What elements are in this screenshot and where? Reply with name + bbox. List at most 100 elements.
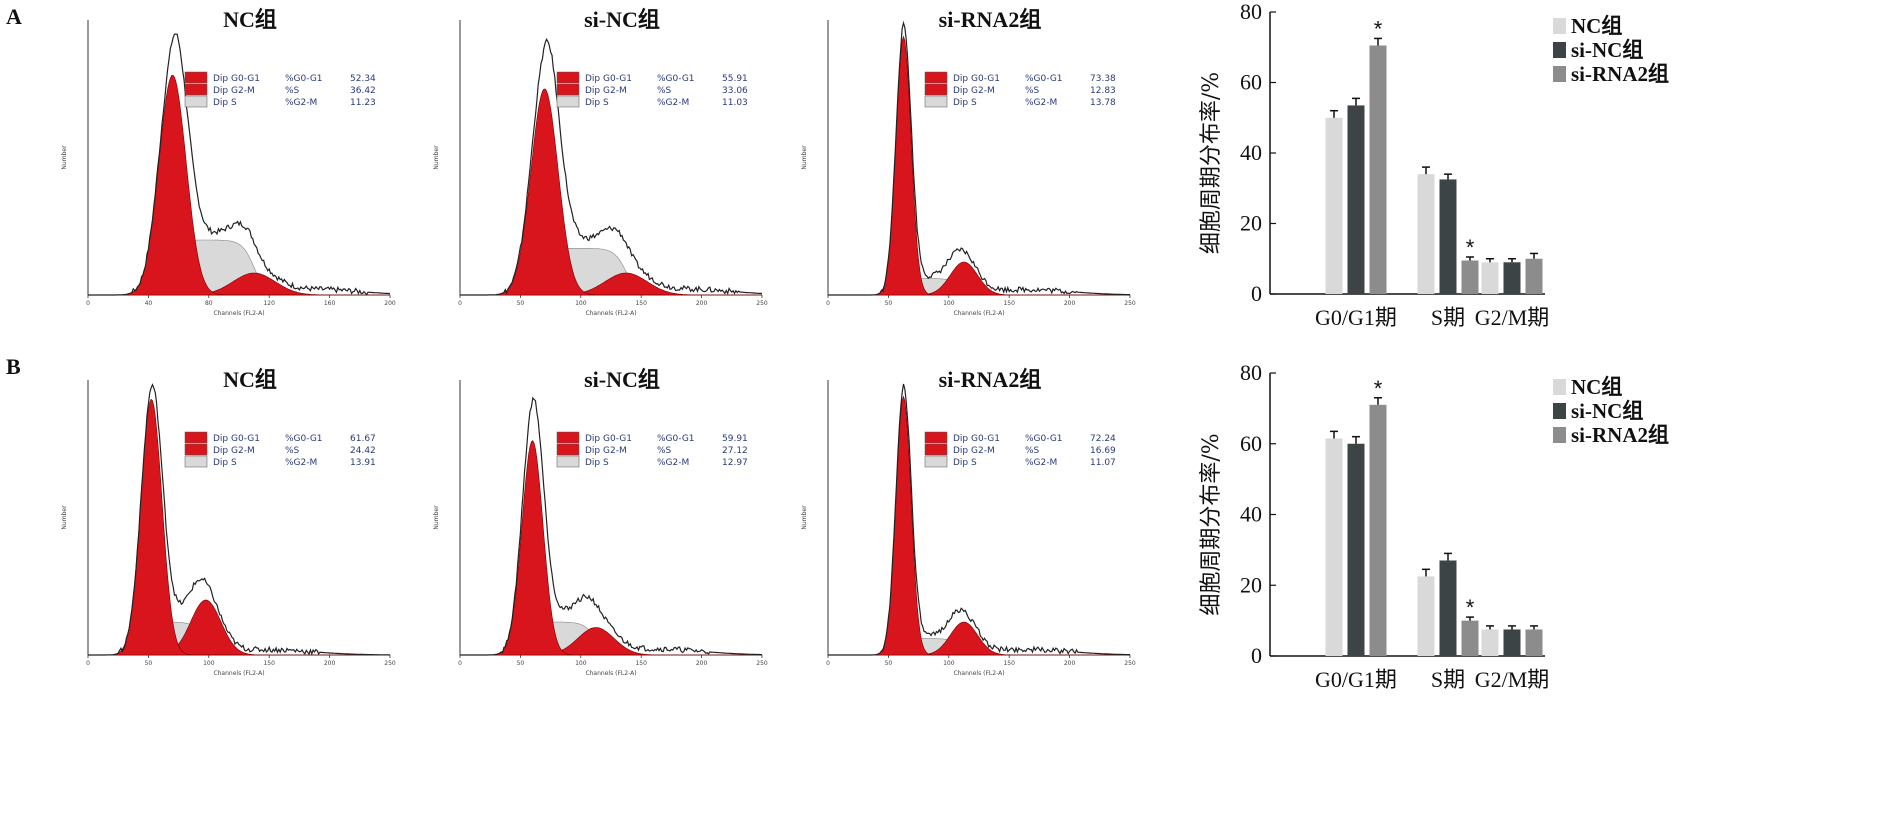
legend-value: 36.42 [350,86,376,96]
x-tick-label: 200 [696,660,708,667]
histogram-title: NC组 [223,7,277,32]
y-tick-label: 40 [1240,502,1262,527]
x-tick-label: 200 [384,300,396,307]
legend-label: Dip G2-M [585,86,627,96]
y-axis-label: Number [433,145,440,170]
legend-swatch [556,83,580,96]
histogram-envelope [88,33,391,296]
x-tick-label: 40 [145,300,153,307]
bar [1481,629,1499,656]
legend-stat: %G2-M [657,98,689,108]
x-tick-label: 0 [86,660,90,667]
panel-label-b: B [6,354,21,379]
y-axis-label: Number [61,505,68,530]
y-axis-label: Number [801,505,808,530]
x-tick-label: 250 [384,660,396,667]
legend-stat: %G0-G1 [285,74,323,84]
legend-label: Dip S [213,98,237,108]
histogram-title: si-NC组 [584,7,660,32]
category-label: G2/M期 [1475,667,1550,692]
legend-swatch [1553,66,1566,82]
legend-value: 11.03 [722,98,748,108]
x-tick-label: 150 [635,300,647,307]
legend-label: Dip G2-M [953,86,995,96]
y-axis-label: Number [61,145,68,170]
x-tick-label: 50 [145,660,153,667]
x-tick-label: 250 [756,300,768,307]
g0-g1-peak-area [460,440,762,656]
legend-swatch [1553,403,1566,419]
x-axis-label: Channels (FL2-A) [585,310,636,317]
bar-chart: 0 20 40 60 80 细胞周期分布率/% G0/G1期 S期 G2/M期 * * NC组si-N… [1199,0,1669,330]
legend-swatch [556,443,580,456]
x-tick-label: 100 [575,300,587,307]
bar [1325,117,1343,294]
x-tick-label: 150 [1003,300,1015,307]
histogram-panel: si-RNA2组 0 50 100 150 200 250 Channels (FL2-A) N… [801,7,1136,317]
legend-value: 61.67 [350,434,376,444]
histogram-panels: NC组 0 40 80 120 160 200 Channels (FL2-A) Number D… [61,7,1136,677]
legend-label: Dip G0-G1 [953,434,1000,444]
legend-swatch [1553,42,1566,58]
legend-label: Dip G0-G1 [585,434,632,444]
category-label: G0/G1期 [1315,667,1397,692]
bar [1439,560,1457,656]
legend-stat: %G0-G1 [657,74,695,84]
x-tick-label: 0 [458,660,462,667]
histogram-envelope [828,20,1130,296]
legend-label: si-NC组 [1571,38,1643,62]
y-tick-label: 20 [1240,572,1262,597]
legend-stat: %G0-G1 [657,434,695,444]
legend-swatch [556,455,580,468]
x-tick-label: 250 [756,660,768,667]
histogram-panel: NC组 0 40 80 120 160 200 Channels (FL2-A) Number D… [61,7,396,317]
x-axis-label: Channels (FL2-A) [213,670,264,677]
bar [1369,45,1387,294]
g0-g1-peak-area [828,395,1130,656]
legend-stat: %G0-G1 [1025,74,1063,84]
histogram-envelope [460,396,762,656]
legend-stat: %S [657,446,672,456]
legend-value: 13.91 [350,458,376,468]
legend-label: Dip G0-G1 [213,74,260,84]
category-label: G0/G1期 [1315,305,1397,330]
legend-value: 59.91 [722,434,748,444]
legend-value: 24.42 [350,446,376,456]
x-tick-label: 250 [1124,300,1136,307]
legend-swatch [184,71,208,84]
y-tick-label: 80 [1240,360,1262,385]
y-axis-label: 细胞周期分布率/% [1199,433,1224,615]
x-tick-label: 200 [1064,660,1076,667]
legend-value: 33.06 [722,86,748,96]
legend-value: 11.07 [1090,458,1116,468]
legend-swatch [184,83,208,96]
histogram-title: si-RNA2组 [939,7,1042,32]
legend-swatch [924,95,948,108]
g2-m-peak-area [828,261,1130,296]
legend-swatch [556,431,580,444]
legend-stat: %S [285,86,300,96]
legend-swatch [1553,18,1566,34]
legend-label: Dip S [953,98,977,108]
legend-label: Dip S [585,98,609,108]
category-label: S期 [1431,667,1465,692]
legend-value: 55.91 [722,74,748,84]
y-tick-label: 80 [1240,0,1262,24]
g0-g1-peak-area [828,35,1130,296]
histogram-panel: si-NC组 0 50 100 150 200 250 Channels (FL2-A) Num… [433,7,768,317]
bar [1525,258,1543,294]
histogram-title: NC组 [223,367,277,392]
x-tick-label: 200 [696,300,708,307]
x-tick-label: 80 [205,300,213,307]
y-axis-label: 细胞周期分布率/% [1199,72,1224,254]
x-tick-label: 0 [826,660,830,667]
bar [1461,260,1479,294]
bar [1439,179,1457,294]
x-tick-label: 0 [86,300,90,307]
histogram-panel: NC组 0 50 100 150 200 250 Channels (FL2-A) Number… [61,367,396,677]
y-tick-label: 0 [1251,281,1262,306]
bar-chart: 0 20 40 60 80 细胞周期分布率/% G0/G1期 S期 G2/M期 * * NC组si-N… [1199,360,1669,692]
y-axis-label: Number [801,145,808,170]
g0-g1-peak-area [88,74,390,296]
y-tick-label: 20 [1240,211,1262,236]
